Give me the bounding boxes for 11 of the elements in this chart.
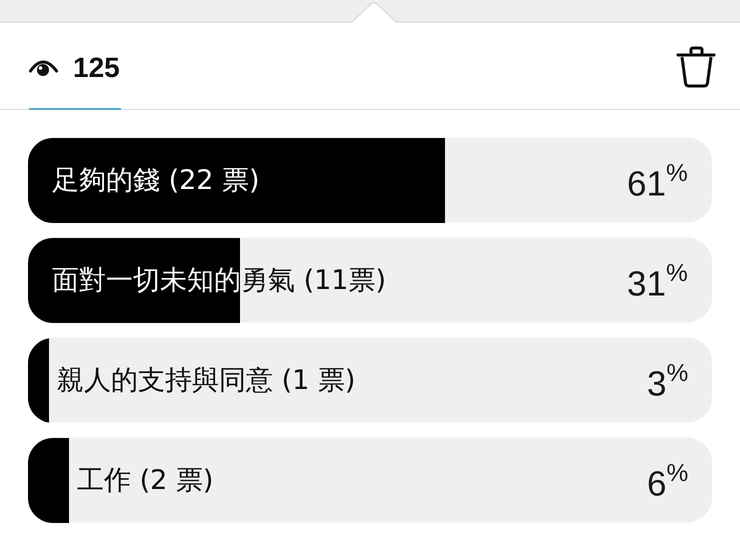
bar	[28, 438, 69, 523]
data-label: 61$^{%}$	[627, 160, 688, 204]
data-label: 3$^{%}$	[647, 360, 688, 404]
y-tick-label: 親人的支持與同意 (1 票)	[57, 365, 356, 396]
bar	[28, 238, 240, 323]
data-label: 6$^{%}$	[647, 460, 688, 504]
y-tick-label: 工作 (2 票)	[77, 465, 214, 496]
text: 125	[73, 52, 120, 83]
y-tick-label: 面對一切未知的勇氣 (11票)	[52, 265, 386, 296]
y-tick-label: 足夠的錢 (22 票)	[52, 165, 260, 196]
data-label: 31$^{%}$	[627, 260, 688, 304]
